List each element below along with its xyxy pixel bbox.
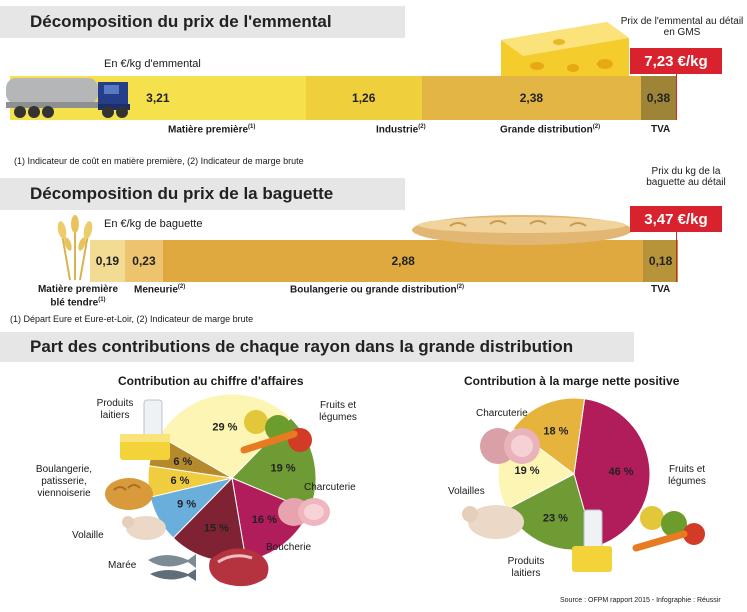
source-note: Source : OFPM rapport 2015 - Infographie… xyxy=(560,597,721,604)
pie-ca-slice-label-2: 16 % xyxy=(252,514,277,526)
dairy-2-icon xyxy=(572,509,612,572)
pie-mn-slice-label-3: 18 % xyxy=(543,425,568,437)
emmental-price-line xyxy=(676,74,677,120)
baguette-segment-1: 0,23 xyxy=(124,240,164,282)
emmental-bar: 3,21 1,26 2,38 0,38 xyxy=(10,76,676,120)
baguette-segment-0: 0,19 xyxy=(90,240,125,282)
pie-mn-slice-3 xyxy=(512,397,586,475)
pie-ca-label-boucherie: Boucherie xyxy=(266,542,312,553)
pie-ca-label-charcuterie: Charcuterie xyxy=(304,482,356,493)
emmental-retail-price: 7,23 €/kg xyxy=(630,48,722,74)
emmental-title: Décomposition du prix de l'emmental xyxy=(30,12,332,31)
baguette-segment-3: 0,18 xyxy=(643,240,678,282)
section3-title-band xyxy=(0,332,634,362)
baguette-label-meneurie: Meneurie(2) xyxy=(134,284,186,296)
emmental-segment-value-2: 2,38 xyxy=(519,91,544,105)
baguette-unit: En €/kg de baguette xyxy=(104,218,203,230)
emmental-footnote: (1) Indicateur de coût en matière premiè… xyxy=(14,156,304,166)
pie-mn-slice-label-2: 19 % xyxy=(514,465,539,477)
pie-ca-label-maree: Marée xyxy=(108,560,137,571)
pie-mn-label-fruits-legumes: Fruits et légumes xyxy=(668,464,706,487)
baguette-footnote: (1) Départ Eure et Eure-et-Loir, (2) Ind… xyxy=(10,314,254,324)
pie-mn-label-charcuterie: Charcuterie xyxy=(476,408,528,419)
boucherie-icon xyxy=(209,548,269,587)
pie-mn-slice-label-0: 46 % xyxy=(608,466,633,478)
emmental-retail-caption: Prix de l'emmental au détail en GMS xyxy=(620,16,744,38)
pie-ca-slice-label-6: 6 % xyxy=(173,456,192,468)
wheat-icon xyxy=(57,215,93,281)
emmental-label-industrie: Industrie(2) xyxy=(376,124,426,136)
pie-mn-slice-label-1: 23 % xyxy=(543,512,568,524)
baguette-label-tva: TVA xyxy=(651,284,671,295)
section3-title: Part des contributions de chaque rayon d… xyxy=(30,337,574,356)
emmental-segment-1: 1,26 xyxy=(305,76,422,120)
pie-mn-label-produits-laitiers: Produits laitiers xyxy=(507,556,545,579)
baguette-retail-caption: Prix du kg de la baguette au détail xyxy=(646,166,726,188)
fruit-2-icon xyxy=(632,506,705,552)
pie-mn-label-volailles: Volailles xyxy=(448,486,485,497)
pie-ca-label-boulangerie: Boulangerie, patisserie, viennoiserie xyxy=(35,464,93,499)
baguette-title: Décomposition du prix de la baguette xyxy=(30,184,334,203)
pie-ca-label-fruits-legumes: Fruits et légumes xyxy=(319,400,357,423)
emmental-unit: En €/kg d'emmental xyxy=(104,58,201,70)
pie-ca-label-produits-laitiers: Produits laitiers xyxy=(96,398,134,421)
baguette-segment-2: 2,88 xyxy=(163,240,644,282)
emmental-segment-value-3: 0,38 xyxy=(646,91,671,105)
emmental-label-matiere: Matière première(1) xyxy=(168,124,256,136)
fish-icon xyxy=(148,554,196,581)
poultry-2-icon xyxy=(462,505,524,539)
bread-icon xyxy=(105,478,153,510)
cheese-icon xyxy=(501,22,629,76)
emmental-segment-3: 0,38 xyxy=(640,76,676,120)
baguette-label-matiere: Matière première blé tendre(1) xyxy=(37,284,119,309)
baguette-bar: 0,19 0,23 2,88 0,18 xyxy=(90,240,678,282)
emmental-label-tva: TVA xyxy=(651,124,671,135)
pie-ca-title: Contribution au chiffre d'affaires xyxy=(118,374,304,388)
emmental-segment-value-0: 3,21 xyxy=(146,91,170,105)
baguette-segment-value-0: 0,19 xyxy=(95,254,120,268)
baguette-segment-value-2: 2,88 xyxy=(391,254,415,268)
emmental-title-band xyxy=(0,6,405,38)
baguette-segment-value-3: 0,18 xyxy=(648,254,673,268)
pie-ca-slice-label-5: 6 % xyxy=(170,475,189,487)
pie-ca-slice-label-3: 15 % xyxy=(204,523,229,535)
emmental-segment-value-1: 1,26 xyxy=(352,91,376,105)
fruit-icon xyxy=(240,410,312,454)
charcuterie-icon xyxy=(278,498,330,526)
pie-mn-title: Contribution à la marge nette positive xyxy=(464,374,680,388)
pie-ca-slice-label-4: 9 % xyxy=(177,499,196,511)
baguette-retail-price: 3,47 €/kg xyxy=(630,206,722,232)
baguette-icon xyxy=(412,215,632,245)
pie-ca-slice-label-1: 19 % xyxy=(271,463,296,475)
emmental-segment-2: 2,38 xyxy=(421,76,641,120)
baguette-label-boulangerie: Boulangerie ou grande distribution(2) xyxy=(290,284,465,296)
poultry-icon xyxy=(122,516,166,540)
charcuterie-2-icon xyxy=(480,428,540,464)
pie-ca-slice-label-0: 29 % xyxy=(212,421,237,433)
baguette-segment-value-1: 0,23 xyxy=(132,254,156,268)
baguette-title-band xyxy=(0,178,405,210)
baguette-price-line xyxy=(676,232,677,282)
truck-icon xyxy=(6,78,130,118)
pie-ca-label-volaille: Volaille xyxy=(72,530,104,541)
emmental-label-distribution: Grande distribution(2) xyxy=(500,124,601,136)
dairy-icon xyxy=(120,399,170,460)
